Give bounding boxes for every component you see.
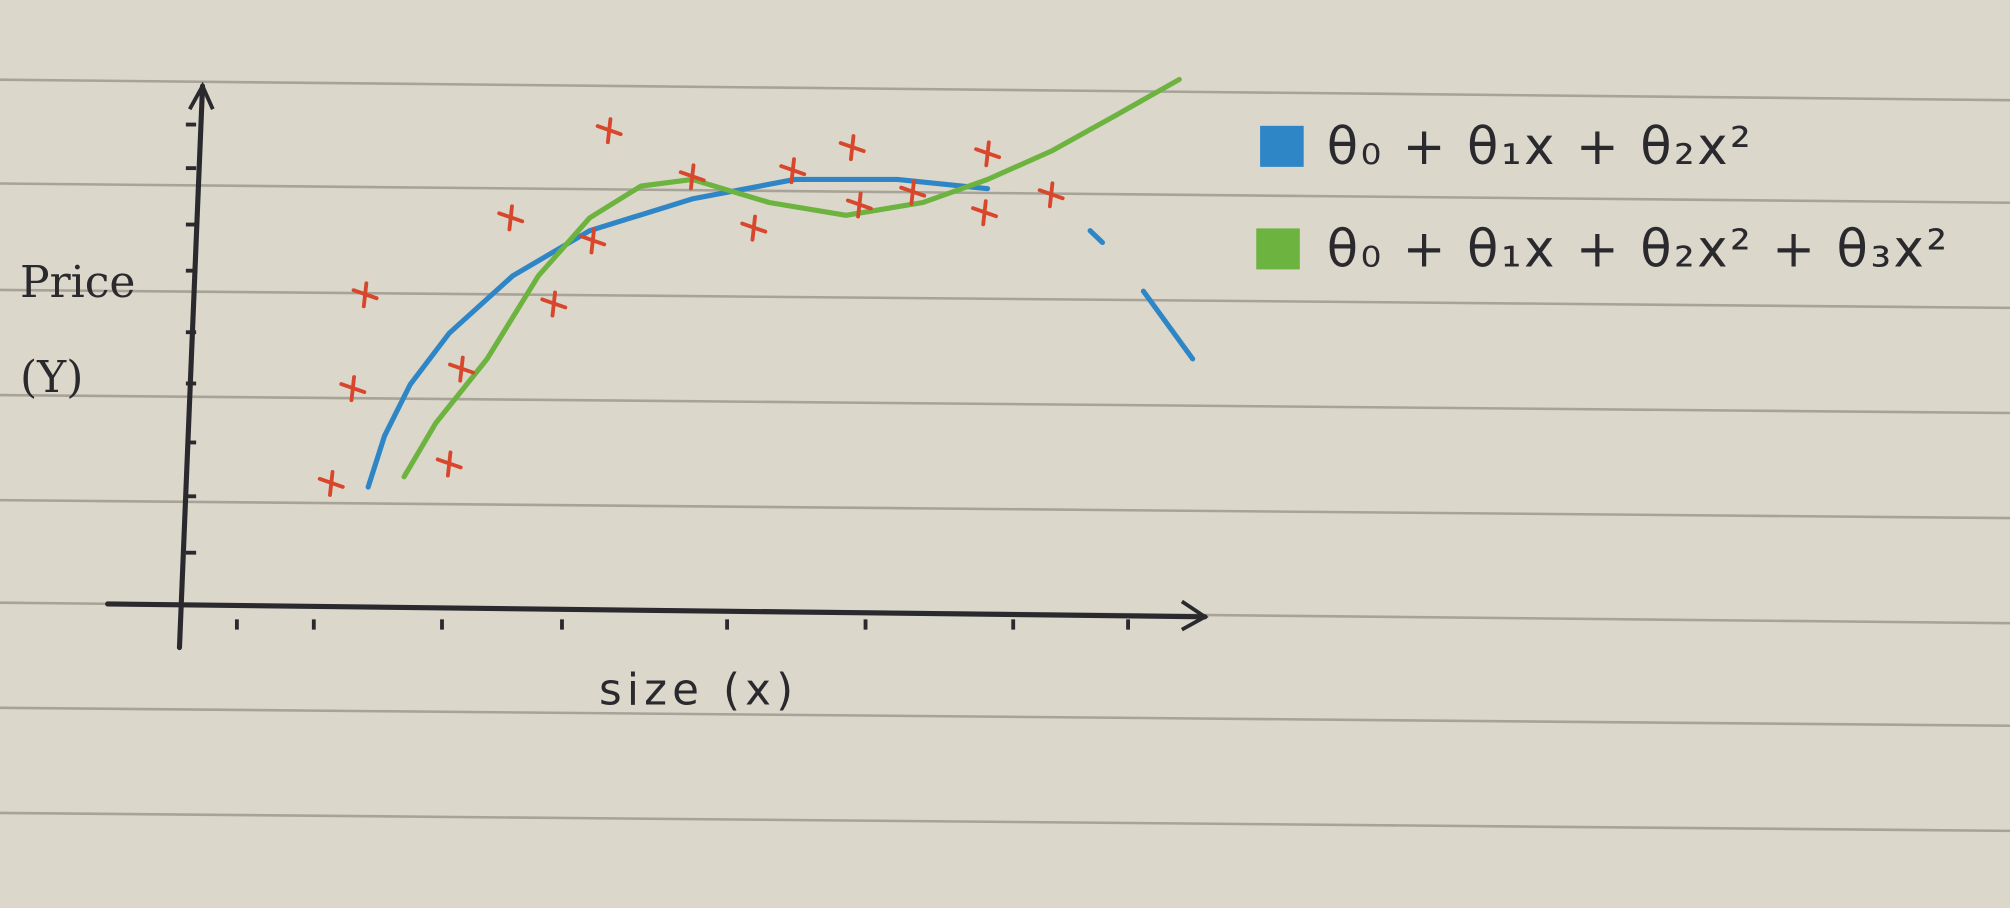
data-point — [435, 450, 463, 478]
rule — [0, 706, 2010, 728]
rule — [0, 393, 2010, 415]
data-point — [448, 355, 475, 383]
data-point — [845, 191, 873, 219]
rule — [0, 182, 2010, 205]
rule — [0, 78, 2010, 102]
data-point — [899, 178, 927, 206]
data-point — [678, 163, 706, 191]
rule — [0, 288, 2010, 310]
data-point — [351, 281, 379, 309]
data-point — [317, 470, 345, 497]
y-axis-arrow — [188, 81, 215, 111]
x-axis-arrow — [1180, 599, 1209, 632]
data-point — [540, 290, 568, 318]
data-point — [497, 204, 525, 232]
y-axis-label: Price (Y) — [20, 257, 136, 403]
data-point — [740, 214, 768, 242]
fit-curve — [401, 76, 1182, 480]
data-point — [971, 199, 998, 227]
data-point — [974, 140, 1002, 168]
data-point — [1037, 181, 1065, 209]
data-point — [595, 117, 623, 145]
legend-label: θ₀ + θ₁x + θ₂x² — [1327, 117, 1754, 177]
data-point — [339, 375, 367, 403]
legend-swatch — [1256, 228, 1300, 270]
x-axis-label: size (x) — [599, 665, 798, 715]
data-point — [779, 157, 807, 185]
y-axis — [176, 83, 206, 651]
legend: θ₀ + θ₁x + θ₂x² θ₀ + θ₁x + θ₂x² + θ₃x² — [1256, 117, 1950, 280]
data-point — [579, 227, 607, 255]
fit-curve — [365, 176, 1196, 490]
legend-swatch — [1260, 125, 1304, 167]
rule — [0, 811, 2010, 833]
data-point — [838, 134, 866, 162]
legend-label: θ₀ + θ₁x + θ₂x² + θ₃x² — [1327, 220, 1950, 280]
x-axis — [105, 601, 1208, 620]
rule — [0, 498, 2010, 520]
